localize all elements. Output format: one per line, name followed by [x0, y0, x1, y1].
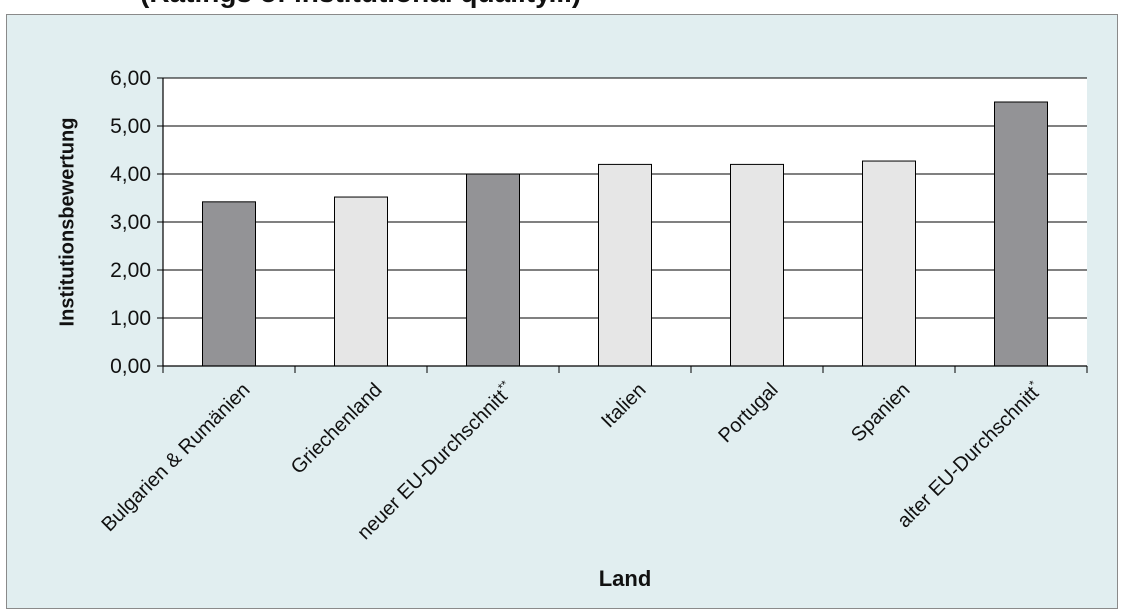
y-axis-label: Institutionsbewertung [56, 118, 78, 327]
y-tick-label: 1,00 [110, 307, 151, 330]
x-tick-label: Griechenland [287, 379, 387, 479]
x-tick-label: Spanien [847, 379, 914, 446]
bar [994, 101, 1048, 367]
chart-title-fragment: (Ratings of institutional quality...) [140, 0, 581, 9]
axes [157, 77, 1088, 373]
bar [598, 163, 652, 367]
bar [862, 160, 916, 367]
x-tick-label: Italien [597, 379, 650, 432]
y-tick-label: 5,00 [110, 115, 151, 138]
y-tick-label: 3,00 [110, 211, 151, 234]
bar [202, 201, 256, 367]
bar [334, 196, 388, 367]
y-tick-label: 6,00 [110, 67, 151, 90]
x-tick-label: alter EU-Durchschnitt* [892, 377, 1047, 532]
bars [202, 101, 1048, 367]
x-axis-label: Land [599, 566, 652, 591]
y-tick-label: 2,00 [110, 259, 151, 282]
y-tick-label: 4,00 [110, 163, 151, 186]
bar [466, 173, 520, 367]
bar [730, 163, 784, 367]
x-tick-label: Portugal [714, 379, 782, 447]
x-tick-label: Bulgarien & Rumänien [97, 379, 254, 536]
y-tick-label: 0,00 [110, 355, 151, 378]
y-tick-labels: 0,00 1,00 2,00 3,00 4,00 5,00 6,00 [110, 67, 151, 378]
